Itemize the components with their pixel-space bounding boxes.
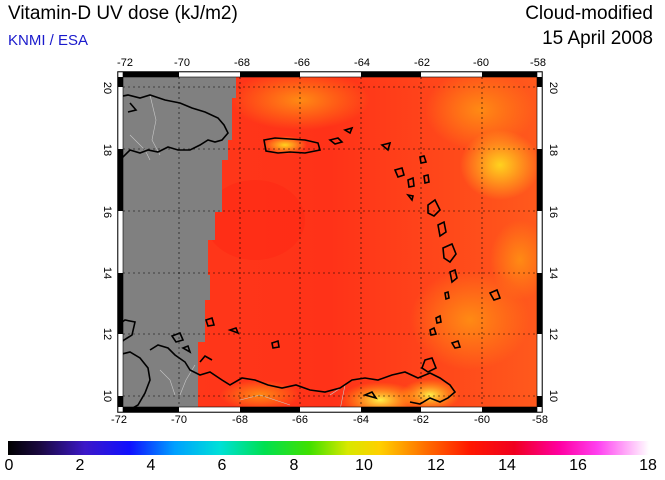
product-label: Cloud-modified <box>525 3 653 24</box>
lat-tick-label: 16 <box>547 205 559 219</box>
lat-tick-label: 18 <box>101 143 113 157</box>
lon-tick-label: -70 <box>174 57 190 69</box>
lat-tick-label: 16 <box>101 205 113 219</box>
lon-tick-label: -60 <box>474 414 490 426</box>
lon-tick-label: -66 <box>292 414 308 426</box>
colorbar-label: 14 <box>498 457 516 474</box>
lon-tick-label: -58 <box>530 57 546 69</box>
map-field <box>118 72 542 412</box>
no-data-region <box>118 72 236 412</box>
lat-tick-label: 14 <box>101 266 113 280</box>
colorbar-label: 12 <box>427 457 445 474</box>
colorbar-label: 8 <box>289 457 299 474</box>
lon-tick-label: -62 <box>414 57 430 69</box>
colorbar-label: 0 <box>4 457 14 474</box>
lon-tick-label: -64 <box>353 414 369 426</box>
lon-tick-label: -64 <box>354 57 370 69</box>
lon-tick-label: -68 <box>232 414 248 426</box>
lon-tick-label: -68 <box>234 57 250 69</box>
colorbar-label: 2 <box>75 457 85 474</box>
map-title: Vitamin-D UV dose (kJ/m2) <box>8 3 238 24</box>
lat-tick-label: 20 <box>101 81 113 95</box>
lat-tick-label: 18 <box>547 143 559 157</box>
lat-tick-label: 10 <box>101 389 113 403</box>
lon-tick-label: -72 <box>111 414 127 426</box>
colorbar-label: 10 <box>355 457 373 474</box>
colorbar-label: 4 <box>146 457 156 474</box>
lon-tick-label: -58 <box>532 414 548 426</box>
date-label: 15 April 2008 <box>542 28 653 49</box>
lon-tick-label: -66 <box>294 57 310 69</box>
lat-tick-label: 10 <box>547 389 559 403</box>
map-frame <box>117 71 543 413</box>
colorbar-label: 18 <box>639 457 657 474</box>
lat-tick-label: 14 <box>547 266 559 280</box>
credit-label: KNMI / ESA <box>8 32 89 49</box>
lat-tick-label: 12 <box>101 327 113 341</box>
uv-dose-map <box>117 71 543 413</box>
lon-tick-label: -62 <box>413 414 429 426</box>
lon-tick-label: -60 <box>473 57 489 69</box>
lat-tick-label: 12 <box>547 327 559 341</box>
lon-tick-label: -72 <box>117 57 133 69</box>
coastlines <box>118 94 502 412</box>
colorbar-label: 6 <box>217 457 227 474</box>
colorbar-label: 16 <box>569 457 587 474</box>
lat-lon-grid <box>118 72 542 412</box>
lat-tick-label: 20 <box>547 81 559 95</box>
lon-tick-label: -70 <box>171 414 187 426</box>
